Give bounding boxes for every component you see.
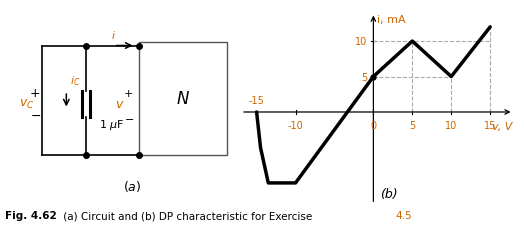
Text: $i_C$: $i_C$ <box>70 74 80 88</box>
Text: $i$: $i$ <box>111 29 116 41</box>
Text: $N$: $N$ <box>176 90 190 108</box>
Text: 5: 5 <box>361 72 367 82</box>
Text: -15: -15 <box>249 96 265 105</box>
Text: v, V: v, V <box>492 122 512 132</box>
Text: $v$: $v$ <box>115 98 124 111</box>
Text: 10: 10 <box>445 120 457 130</box>
Text: $1\ \mu\mathrm{F}$: $1\ \mu\mathrm{F}$ <box>99 117 124 131</box>
Text: 10: 10 <box>355 37 367 47</box>
Text: $(a)$: $(a)$ <box>123 179 141 194</box>
Text: 5: 5 <box>409 120 416 130</box>
Text: (b): (b) <box>380 187 398 200</box>
Text: 15: 15 <box>484 120 496 130</box>
Bar <box>139 43 226 155</box>
Text: $-$: $-$ <box>124 112 134 122</box>
Text: +: + <box>30 87 40 100</box>
Text: $-$: $-$ <box>30 109 41 122</box>
Text: (a) Circuit and (b) DP characteristic for Exercise: (a) Circuit and (b) DP characteristic fo… <box>60 210 316 220</box>
Text: +: + <box>124 89 133 99</box>
Text: -10: -10 <box>288 120 303 130</box>
Text: 4.5: 4.5 <box>396 210 412 220</box>
Text: 0: 0 <box>370 120 376 130</box>
Text: i, mA: i, mA <box>377 15 406 25</box>
Text: Fig. 4.62: Fig. 4.62 <box>5 210 57 220</box>
Text: $v_C$: $v_C$ <box>19 98 35 111</box>
